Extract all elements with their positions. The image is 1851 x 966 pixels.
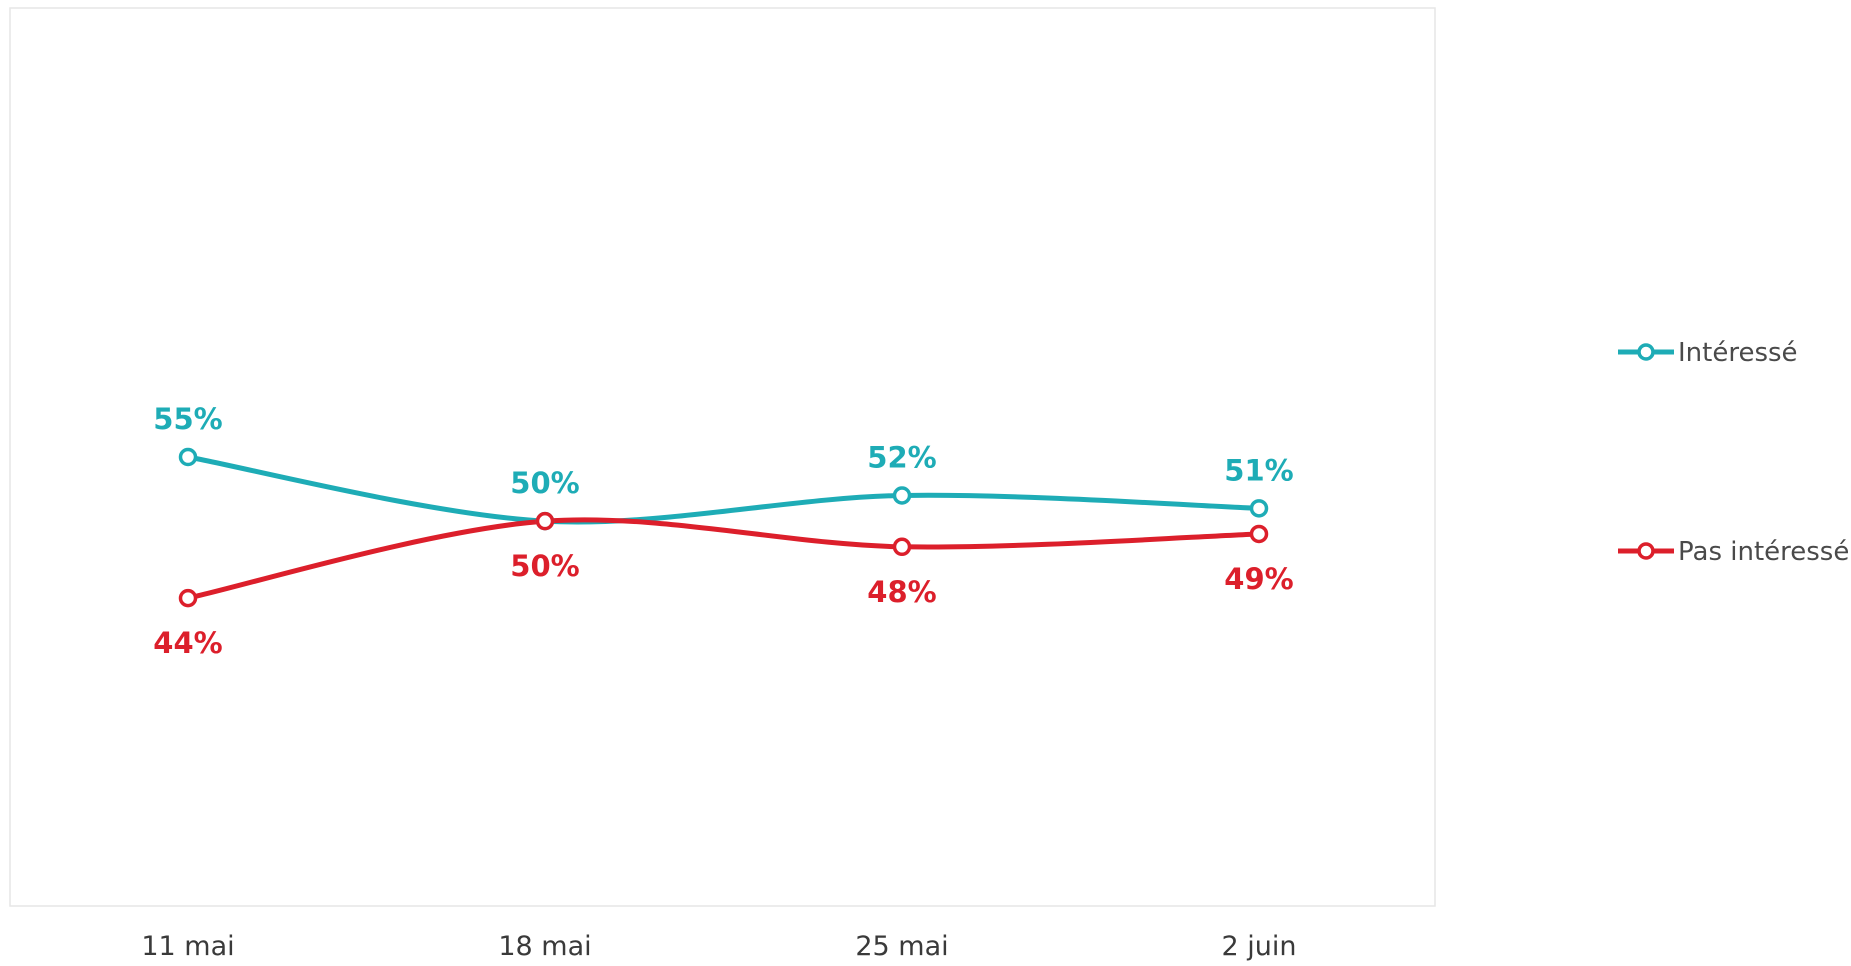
- series-lines: [185, 454, 1262, 601]
- data-label: 44%: [153, 626, 222, 660]
- data-point: [178, 588, 198, 608]
- series-data-labels: 55% 50% 52% 51% 44% 50% 48% 49%: [153, 402, 1293, 660]
- x-tick-label: 2 juin: [1222, 931, 1297, 962]
- x-axis-tick-labels: 11 mai 18 mai 25 mai 2 juin: [141, 931, 1296, 962]
- data-label: 49%: [1224, 562, 1293, 596]
- series-points: [178, 447, 1269, 608]
- x-tick-label: 25 mai: [855, 931, 948, 962]
- data-point: [1249, 524, 1269, 544]
- x-tick-label: 11 mai: [141, 931, 234, 962]
- data-point: [892, 486, 912, 505]
- series-line-0: [185, 454, 1262, 525]
- legend-item: Intéressé: [1618, 338, 1798, 368]
- legend-circle-marker: [1637, 343, 1655, 361]
- legend-label: Pas intéressé: [1678, 537, 1849, 567]
- legend: Intéressé Pas intéressé: [1618, 338, 1849, 567]
- data-point: [892, 537, 912, 557]
- x-tick-label: 18 mai: [498, 931, 591, 962]
- plot-area-frame: [9, 7, 1436, 907]
- legend-circle-marker: [1637, 542, 1655, 560]
- data-label: 51%: [1224, 453, 1293, 487]
- data-label: 55%: [153, 402, 222, 436]
- data-label: 50%: [510, 466, 579, 500]
- data-point: [535, 511, 555, 531]
- data-label: 52%: [867, 440, 936, 474]
- data-label: 50%: [510, 549, 579, 583]
- legend-label: Intéressé: [1678, 338, 1798, 368]
- series-line-1: [185, 517, 1262, 601]
- data-point: [1249, 499, 1269, 518]
- data-label: 48%: [867, 575, 936, 609]
- legend-item: Pas intéressé: [1618, 537, 1849, 567]
- data-point: [178, 447, 198, 467]
